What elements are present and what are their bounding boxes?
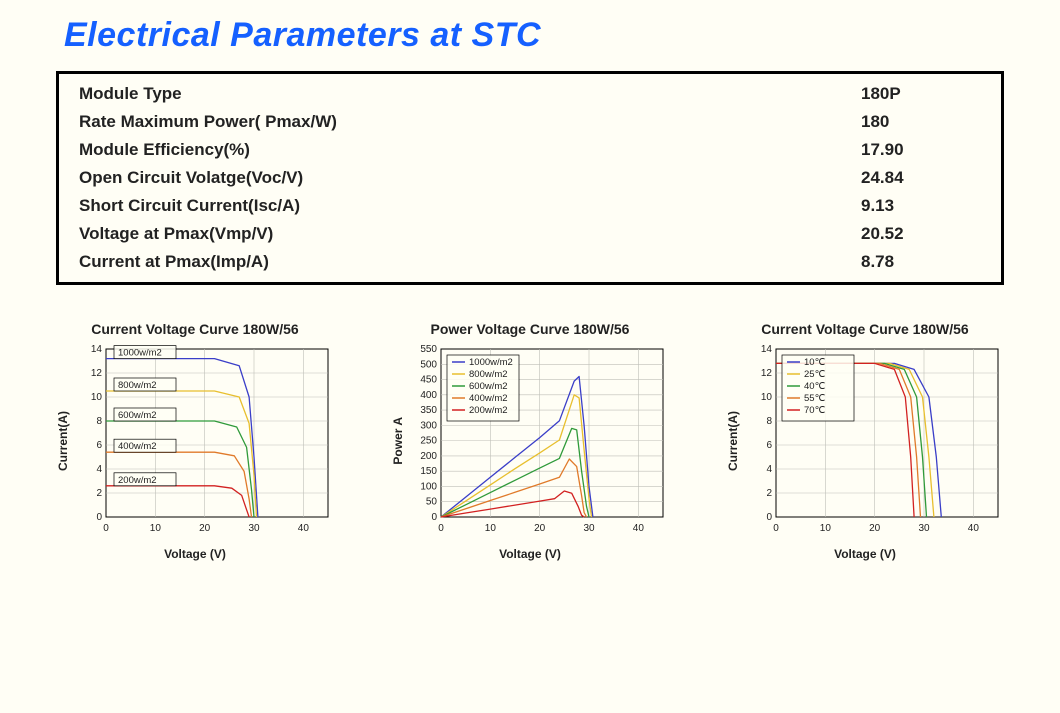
svg-text:4: 4 [96, 464, 102, 475]
svg-text:8: 8 [96, 416, 102, 427]
svg-text:20: 20 [869, 523, 881, 534]
svg-text:1000w/m2: 1000w/m2 [118, 348, 162, 359]
svg-text:40: 40 [633, 523, 645, 534]
svg-text:350: 350 [420, 405, 437, 416]
param-label: Rate Maximum Power( Pmax/W) [79, 112, 861, 132]
svg-text:10: 10 [761, 392, 773, 403]
parameter-table: Module Type180PRate Maximum Power( Pmax/… [56, 71, 1004, 285]
svg-text:10℃: 10℃ [804, 357, 826, 368]
svg-text:14: 14 [91, 344, 103, 355]
svg-text:10: 10 [150, 523, 162, 534]
chart-title: Current Voltage Curve 180W/56 [91, 321, 298, 337]
svg-text:400w/m2: 400w/m2 [469, 393, 508, 404]
chart-plot: 0 2 4 6 8 10 12 14 0 10 20 30 40 1000w/m2 800w/m2 600w/… [74, 341, 334, 541]
param-value: 9.13 [861, 196, 981, 216]
svg-text:40: 40 [968, 523, 980, 534]
svg-text:50: 50 [426, 497, 438, 508]
chart-iv-temperature: Current Voltage Curve 180W/56 Current(A)… [726, 321, 1004, 561]
svg-text:200: 200 [420, 451, 437, 462]
chart-title: Current Voltage Curve 180W/56 [761, 321, 968, 337]
svg-text:0: 0 [766, 512, 772, 523]
svg-text:12: 12 [91, 368, 103, 379]
svg-text:1000w/m2: 1000w/m2 [469, 357, 513, 368]
svg-text:0: 0 [103, 523, 109, 534]
param-value: 20.52 [861, 224, 981, 244]
svg-text:2: 2 [96, 488, 102, 499]
svg-text:200w/m2: 200w/m2 [118, 475, 157, 486]
svg-text:30: 30 [918, 523, 930, 534]
param-label: Module Type [79, 84, 861, 104]
param-label: Open Circuit Volatge(Voc/V) [79, 168, 861, 188]
svg-text:600w/m2: 600w/m2 [469, 381, 508, 392]
svg-text:450: 450 [420, 375, 437, 386]
table-row: Rate Maximum Power( Pmax/W)180 [77, 108, 983, 136]
svg-text:40℃: 40℃ [804, 381, 826, 392]
svg-text:0: 0 [431, 512, 437, 523]
chart-title: Power Voltage Curve 180W/56 [431, 321, 630, 337]
svg-text:2: 2 [766, 488, 772, 499]
param-value: 8.78 [861, 252, 981, 272]
svg-text:14: 14 [761, 344, 773, 355]
y-axis-label: Power A [391, 417, 405, 465]
svg-text:250: 250 [420, 436, 437, 447]
svg-text:200w/m2: 200w/m2 [469, 405, 508, 416]
chart-plot: 0 50 100 150 200 250 300 350 400 450 500 550 0 10 20 30… [409, 341, 669, 541]
svg-text:400w/m2: 400w/m2 [118, 441, 157, 452]
table-row: Voltage at Pmax(Vmp/V)20.52 [77, 220, 983, 248]
chart-plot: 0 2 4 6 8 10 12 14 0 10 20 30 40 10℃25℃40℃55℃70℃ [744, 341, 1004, 541]
svg-text:100: 100 [420, 481, 437, 492]
x-axis-label: Voltage (V) [834, 547, 896, 561]
svg-text:70℃: 70℃ [804, 405, 826, 416]
param-label: Current at Pmax(Imp/A) [79, 252, 861, 272]
svg-text:10: 10 [91, 392, 103, 403]
svg-text:10: 10 [820, 523, 832, 534]
svg-text:0: 0 [96, 512, 102, 523]
svg-text:8: 8 [766, 416, 772, 427]
svg-text:150: 150 [420, 466, 437, 477]
svg-text:800w/m2: 800w/m2 [469, 369, 508, 380]
svg-text:30: 30 [248, 523, 260, 534]
param-value: 180P [861, 84, 981, 104]
svg-text:12: 12 [761, 368, 773, 379]
chart-pv: Power Voltage Curve 180W/56 Power A 0 50 1… [391, 321, 669, 561]
svg-text:30: 30 [583, 523, 595, 534]
svg-text:10: 10 [485, 523, 497, 534]
table-row: Short Circuit Current(Isc/A)9.13 [77, 192, 983, 220]
charts-row: Current Voltage Curve 180W/56 Current(A)… [56, 321, 1004, 561]
table-row: Module Type180P [77, 80, 983, 108]
param-label: Short Circuit Current(Isc/A) [79, 196, 861, 216]
svg-text:300: 300 [420, 420, 437, 431]
page-title: Electrical Parameters at STC [64, 16, 1004, 55]
chart-iv-irradiance: Current Voltage Curve 180W/56 Current(A)… [56, 321, 334, 561]
svg-text:4: 4 [766, 464, 772, 475]
y-axis-label: Current(A) [726, 411, 740, 471]
param-value: 24.84 [861, 168, 981, 188]
table-row: Module Efficiency(%)17.90 [77, 136, 983, 164]
svg-text:0: 0 [438, 523, 444, 534]
svg-text:20: 20 [199, 523, 211, 534]
svg-text:20: 20 [534, 523, 546, 534]
svg-text:40: 40 [298, 523, 310, 534]
svg-text:600w/m2: 600w/m2 [118, 410, 157, 421]
y-axis-label: Current(A) [56, 411, 70, 471]
svg-text:400: 400 [420, 390, 437, 401]
svg-text:25℃: 25℃ [804, 369, 826, 380]
svg-text:550: 550 [420, 344, 437, 355]
table-row: Open Circuit Volatge(Voc/V)24.84 [77, 164, 983, 192]
param-label: Voltage at Pmax(Vmp/V) [79, 224, 861, 244]
svg-text:0: 0 [773, 523, 779, 534]
svg-text:55℃: 55℃ [804, 393, 826, 404]
svg-text:500: 500 [420, 359, 437, 370]
x-axis-label: Voltage (V) [164, 547, 226, 561]
param-label: Module Efficiency(%) [79, 140, 861, 160]
svg-text:6: 6 [766, 440, 772, 451]
param-value: 17.90 [861, 140, 981, 160]
param-value: 180 [861, 112, 981, 132]
table-row: Current at Pmax(Imp/A)8.78 [77, 248, 983, 276]
x-axis-label: Voltage (V) [499, 547, 561, 561]
svg-text:6: 6 [96, 440, 102, 451]
svg-text:800w/m2: 800w/m2 [118, 380, 157, 391]
